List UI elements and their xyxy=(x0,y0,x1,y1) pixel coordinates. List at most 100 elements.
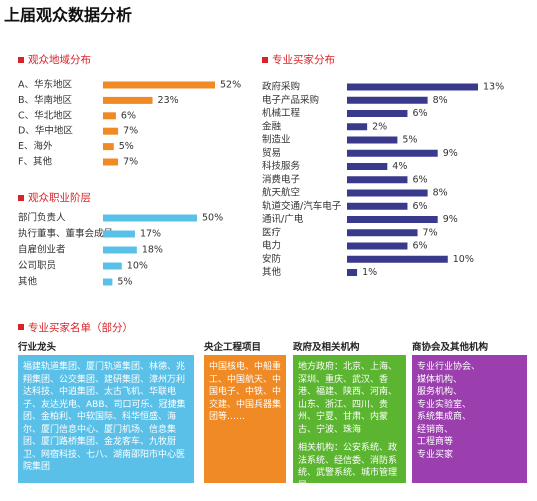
buyer-text: 中国核电、中船重工、中国航天、中国电子、中铁、中交建、中国兵器集团等…… xyxy=(209,362,282,422)
bar xyxy=(347,136,398,144)
value-label: 7% xyxy=(123,157,138,168)
value-label: 10% xyxy=(127,261,148,272)
value-label: 23% xyxy=(158,95,179,106)
value-label: 17% xyxy=(140,229,161,240)
buyer-text: 服务机构、 xyxy=(417,387,463,397)
buyer-text: 专业实验室、 xyxy=(417,399,472,410)
buyer-text: 媒体机构、 xyxy=(417,374,463,385)
bar xyxy=(347,149,438,157)
category-label: 部门负责人 xyxy=(18,212,66,224)
value-label: 5% xyxy=(402,135,417,146)
charts: 上届观众数据分析 观众地域分布 A、华东地区 52% B、华南地区 23% C、华北地区 6… xyxy=(4,6,504,288)
bar xyxy=(103,81,215,89)
value-label: 6% xyxy=(412,108,427,119)
column-box: 福建轨道集团、厦门轨道集团、林德、兆翔集团、公交集团、建研集团、漳州万利达科技、… xyxy=(18,355,194,483)
bar xyxy=(347,269,358,276)
bar xyxy=(103,230,135,238)
bar xyxy=(103,112,116,120)
value-label: 4% xyxy=(392,161,407,172)
bar xyxy=(103,96,153,104)
bar xyxy=(347,110,408,117)
category-label: E、海外 xyxy=(18,140,53,152)
bar xyxy=(347,123,368,131)
category-label: 机械工程 xyxy=(262,107,301,119)
value-label: 6% xyxy=(412,241,427,252)
value-label: 50% xyxy=(202,213,223,224)
value-label: 52% xyxy=(220,80,241,91)
category-label: 航天航空 xyxy=(262,187,300,199)
bar xyxy=(347,242,408,250)
bar xyxy=(347,255,448,263)
icon xyxy=(18,324,24,330)
bar xyxy=(103,127,119,135)
bar xyxy=(347,216,438,223)
category-label: 贸易 xyxy=(262,147,281,159)
category-label: 医疗 xyxy=(262,226,282,238)
category-label: 公司职员 xyxy=(18,261,56,272)
buyer-text: 工程商等 xyxy=(417,437,454,447)
category-label: B、华南地区 xyxy=(18,94,73,106)
buyer-text: 福建轨道集团、厦门轨道集团、林德、兆翔集团、公交集团、建研集团、漳州万利达科技、… xyxy=(23,362,186,472)
category-label: 消费电子 xyxy=(262,173,301,185)
bar xyxy=(103,143,114,151)
bar xyxy=(347,189,428,197)
value-label: 6% xyxy=(412,201,427,212)
bar xyxy=(347,202,408,210)
value-label: 13% xyxy=(483,82,504,93)
category-label: A、华东地区 xyxy=(18,79,72,91)
category-label: 通讯/广电 xyxy=(262,213,304,225)
category-label: 其他 xyxy=(262,266,282,278)
buyers-title: 专业买家名单（部分） xyxy=(28,321,133,334)
category-label: F、其他 xyxy=(18,156,52,168)
buyer-text: 相关机构：公安系统、政法系统、经信委、消防系统、武警系统、城市管理局 xyxy=(298,443,398,483)
category-label: 其他 xyxy=(18,276,38,288)
category-label: 电力 xyxy=(262,240,281,252)
category-label: C、华北地区 xyxy=(18,109,73,121)
category-label: 制造业 xyxy=(262,134,291,146)
category-label: 自雇创业者 xyxy=(18,244,66,256)
icon xyxy=(18,57,24,63)
value-label: 1% xyxy=(362,267,377,278)
bar xyxy=(347,163,388,170)
column-box: 中国核电、中船重工、中国航天、中国电子、中铁、中交建、中国兵器集团等…… xyxy=(204,355,286,483)
category-label: 安防 xyxy=(262,253,282,265)
value-label: 8% xyxy=(433,95,448,106)
value-label: 2% xyxy=(372,121,387,132)
category-label: 轨道交通/汽车电子 xyxy=(262,200,342,212)
bar xyxy=(347,96,428,104)
category-label: D、华中地区 xyxy=(18,125,73,137)
chart-title: 专业买家分布 xyxy=(272,53,335,66)
column-box: 地方政府：北京、上海、深圳、重庆、武汉、香港、福建、陕西、河南、山东、浙江、四川… xyxy=(293,355,406,483)
buyer-text: 专业买家 xyxy=(417,449,454,460)
bar xyxy=(103,246,137,254)
buyer-text: 专业行业协会、 xyxy=(417,362,481,372)
chart-title: 观众地域分布 xyxy=(28,53,91,66)
bar xyxy=(103,214,197,222)
value-label: 7% xyxy=(123,126,138,137)
column-box: 专业行业协会、 媒体机构、 服务机构、 专业实验室、 系统集成商、 经销商、 工程商等 专业买… xyxy=(412,355,527,483)
value-label: 18% xyxy=(142,245,163,256)
category-label: 金融 xyxy=(262,120,282,132)
value-label: 9% xyxy=(443,148,458,159)
icon xyxy=(18,195,24,201)
category-label: 电子产品采购 xyxy=(262,94,319,106)
bar xyxy=(103,158,119,166)
value-label: 6% xyxy=(121,110,136,121)
chart-title: 观众职业阶层 xyxy=(28,191,91,204)
value-label: 8% xyxy=(433,188,448,199)
category-label: 科技服务 xyxy=(262,160,301,172)
bar xyxy=(347,229,418,237)
buyers-header: 专业买家名单（部分） xyxy=(18,321,133,334)
value-label: 5% xyxy=(117,277,132,288)
value-label: 7% xyxy=(423,227,438,238)
category-label: 执行董事、董事会成员 xyxy=(18,228,113,240)
bar xyxy=(103,278,113,286)
value-label: 9% xyxy=(443,214,458,225)
value-label: 10% xyxy=(453,254,474,265)
page-title: 上届观众数据分析 xyxy=(4,6,132,25)
icon xyxy=(262,57,268,63)
bar xyxy=(347,176,408,184)
value-label: 6% xyxy=(412,174,427,185)
bar xyxy=(103,262,122,270)
